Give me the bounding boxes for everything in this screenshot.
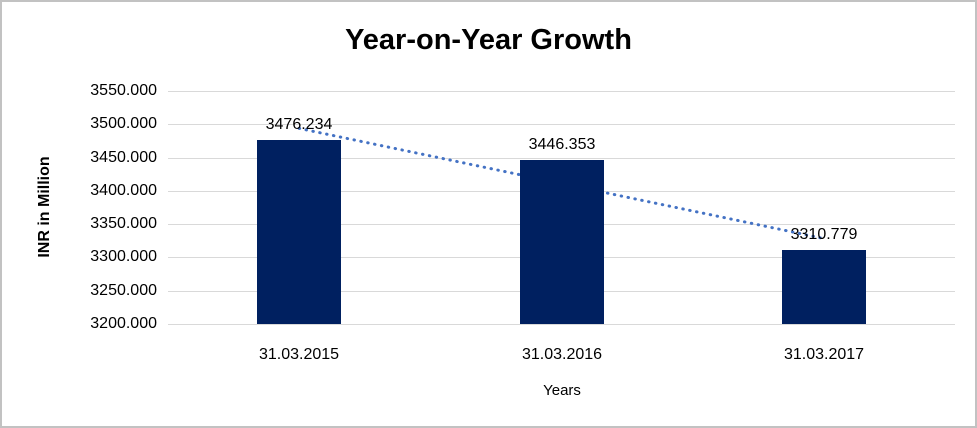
y-axis-title: INR in Million xyxy=(36,156,53,258)
x-tick-label: 31.03.2015 xyxy=(258,346,340,363)
x-tick-label: 31.03.2017 xyxy=(783,346,865,363)
y-tick-label: 3400.000 xyxy=(90,182,157,199)
y-tick-label: 3450.000 xyxy=(90,149,157,166)
bar xyxy=(782,250,866,324)
bar xyxy=(257,140,341,324)
bar-value-label: 3476.234 xyxy=(265,116,333,133)
y-tick-label: 3550.000 xyxy=(90,82,157,99)
chart-title: Year-on-Year Growth xyxy=(345,24,632,56)
y-tick-label: 3250.000 xyxy=(90,282,157,299)
bar-value-label: 3446.353 xyxy=(528,136,596,153)
x-tick-label: 31.03.2016 xyxy=(521,346,603,363)
trendline xyxy=(297,126,826,241)
gridline xyxy=(168,158,955,159)
y-tick-label: 3500.000 xyxy=(90,115,157,132)
bar-value-label: 3310.779 xyxy=(790,226,858,243)
y-tick-label: 3350.000 xyxy=(90,215,157,232)
gridline xyxy=(168,91,955,92)
y-tick-label: 3300.000 xyxy=(90,248,157,265)
trendline-svg xyxy=(297,126,826,241)
bar xyxy=(520,160,604,324)
gridline xyxy=(168,124,955,125)
x-axis-title: Years xyxy=(543,382,581,399)
y-tick-label: 3200.000 xyxy=(90,315,157,332)
gridline xyxy=(168,324,955,325)
